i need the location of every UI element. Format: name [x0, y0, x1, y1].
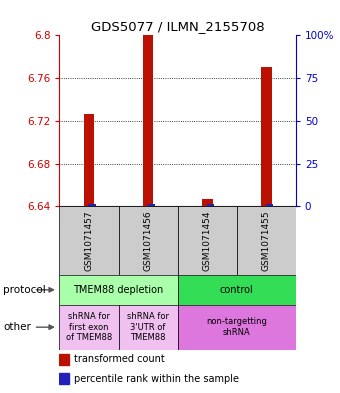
Text: transformed count: transformed count — [74, 354, 165, 364]
Bar — [88, 204, 96, 206]
Bar — [237, 206, 296, 275]
Bar — [177, 305, 296, 350]
Text: other: other — [3, 322, 31, 332]
Text: non-targetting
shRNA: non-targetting shRNA — [206, 318, 267, 337]
Text: TMEM88 depletion: TMEM88 depletion — [73, 285, 164, 295]
Text: GSM1071455: GSM1071455 — [262, 210, 271, 271]
Bar — [177, 275, 296, 305]
Text: GSM1071456: GSM1071456 — [143, 210, 153, 271]
Bar — [207, 204, 214, 206]
Bar — [202, 199, 212, 206]
Bar — [84, 114, 95, 206]
Text: control: control — [220, 285, 254, 295]
Text: percentile rank within the sample: percentile rank within the sample — [74, 374, 239, 384]
Text: GSM1071454: GSM1071454 — [203, 211, 212, 271]
Text: GSM1071457: GSM1071457 — [85, 210, 94, 271]
Bar — [59, 275, 177, 305]
Bar — [261, 68, 272, 206]
Bar — [266, 204, 273, 206]
Bar — [59, 206, 119, 275]
Bar — [177, 206, 237, 275]
Bar — [148, 204, 155, 206]
Text: protocol: protocol — [3, 285, 46, 295]
Bar — [119, 206, 177, 275]
Bar — [59, 354, 69, 365]
Title: GDS5077 / ILMN_2155708: GDS5077 / ILMN_2155708 — [91, 20, 265, 33]
Bar — [143, 35, 153, 206]
Text: shRNA for
first exon
of TMEM88: shRNA for first exon of TMEM88 — [66, 312, 112, 342]
Bar — [119, 305, 177, 350]
Bar — [59, 373, 69, 384]
Text: shRNA for
3'UTR of
TMEM88: shRNA for 3'UTR of TMEM88 — [127, 312, 169, 342]
Bar — [59, 305, 119, 350]
